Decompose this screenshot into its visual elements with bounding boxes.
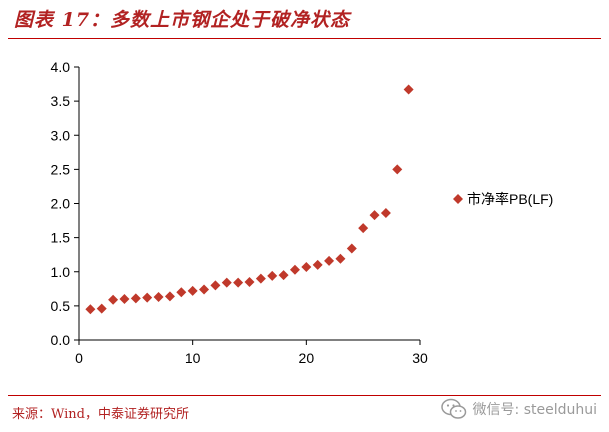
y-tick-label: 4.0 xyxy=(51,59,71,75)
data-point xyxy=(324,255,335,266)
data-point xyxy=(187,285,198,296)
chart-axes xyxy=(78,67,420,341)
data-point xyxy=(119,294,130,305)
wechat-icon xyxy=(440,398,466,419)
wechat-watermark: 微信号: steelduhui xyxy=(440,398,597,420)
data-point xyxy=(267,270,278,281)
data-point xyxy=(358,223,369,234)
watermark-text: 微信号: steelduhui xyxy=(472,402,597,418)
data-point xyxy=(369,210,380,221)
data-point xyxy=(142,292,153,303)
data-point xyxy=(392,164,403,175)
legend-marker xyxy=(453,194,463,204)
data-point xyxy=(164,291,175,302)
data-point xyxy=(244,276,255,287)
legend-label: 市净率PB(LF) xyxy=(467,191,553,207)
data-point xyxy=(233,277,244,288)
data-point xyxy=(176,287,187,298)
data-point xyxy=(335,253,346,264)
data-point xyxy=(403,84,414,95)
y-tick-label: 2.0 xyxy=(51,196,71,212)
data-point xyxy=(289,264,300,275)
data-point xyxy=(346,243,357,254)
data-point xyxy=(108,294,119,305)
data-point xyxy=(96,303,107,314)
data-point xyxy=(130,293,141,304)
y-tick-label: 1.5 xyxy=(51,230,71,246)
y-tick-label: 0.0 xyxy=(51,332,71,348)
data-point xyxy=(301,261,312,272)
data-point xyxy=(199,284,210,295)
data-point xyxy=(380,208,391,219)
pb-scatter-chart: 0.0 0.5 1.0 1.5 2.0 2.5 3.0 3.5 4.0 0 10 20 30 市净率P… xyxy=(51,59,554,366)
data-point xyxy=(210,280,221,291)
y-tick-label: 3.0 xyxy=(51,127,71,143)
x-tick-label: 10 xyxy=(185,350,201,366)
y-tick-label: 1.0 xyxy=(51,264,71,280)
data-point xyxy=(221,277,232,288)
data-point xyxy=(312,259,323,270)
x-tick-label: 0 xyxy=(75,350,83,366)
data-point xyxy=(85,304,96,315)
figure-title: 图表 17：多数上市钢企处于破净状态 xyxy=(14,9,351,31)
y-tick-label: 3.5 xyxy=(51,93,71,109)
y-axis-ticks: 0.0 0.5 1.0 1.5 2.0 2.5 3.0 3.5 4.0 xyxy=(51,59,79,348)
data-points xyxy=(85,84,414,315)
data-point xyxy=(153,292,164,303)
y-tick-label: 2.5 xyxy=(51,161,71,177)
footer-divider xyxy=(8,395,601,396)
chart-legend: 市净率PB(LF) xyxy=(453,191,553,207)
x-tick-label: 30 xyxy=(412,350,428,366)
x-axis-ticks: 0 10 20 30 xyxy=(75,340,428,366)
x-tick-label: 20 xyxy=(299,350,315,366)
data-point xyxy=(255,273,266,284)
source-note: 来源：Wind，中泰证券研究所 xyxy=(12,407,189,422)
data-point xyxy=(278,270,289,281)
y-tick-label: 0.5 xyxy=(51,298,71,314)
title-divider xyxy=(8,38,601,39)
